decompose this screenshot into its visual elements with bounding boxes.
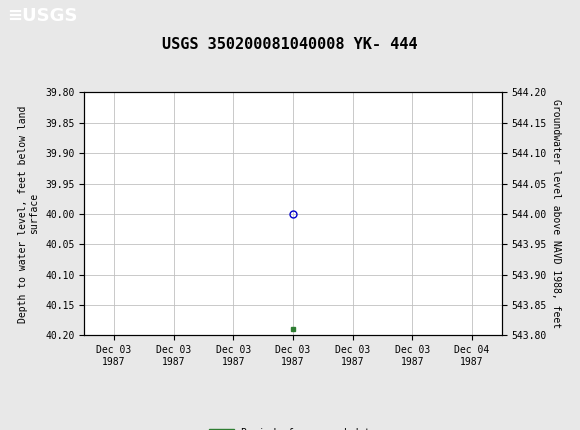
Text: USGS 350200081040008 YK- 444: USGS 350200081040008 YK- 444 bbox=[162, 37, 418, 52]
Y-axis label: Depth to water level, feet below land
surface: Depth to water level, feet below land su… bbox=[18, 105, 39, 322]
Y-axis label: Groundwater level above NAVD 1988, feet: Groundwater level above NAVD 1988, feet bbox=[550, 99, 560, 329]
Text: ≡USGS: ≡USGS bbox=[7, 7, 78, 25]
Legend: Period of approved data: Period of approved data bbox=[205, 424, 380, 430]
